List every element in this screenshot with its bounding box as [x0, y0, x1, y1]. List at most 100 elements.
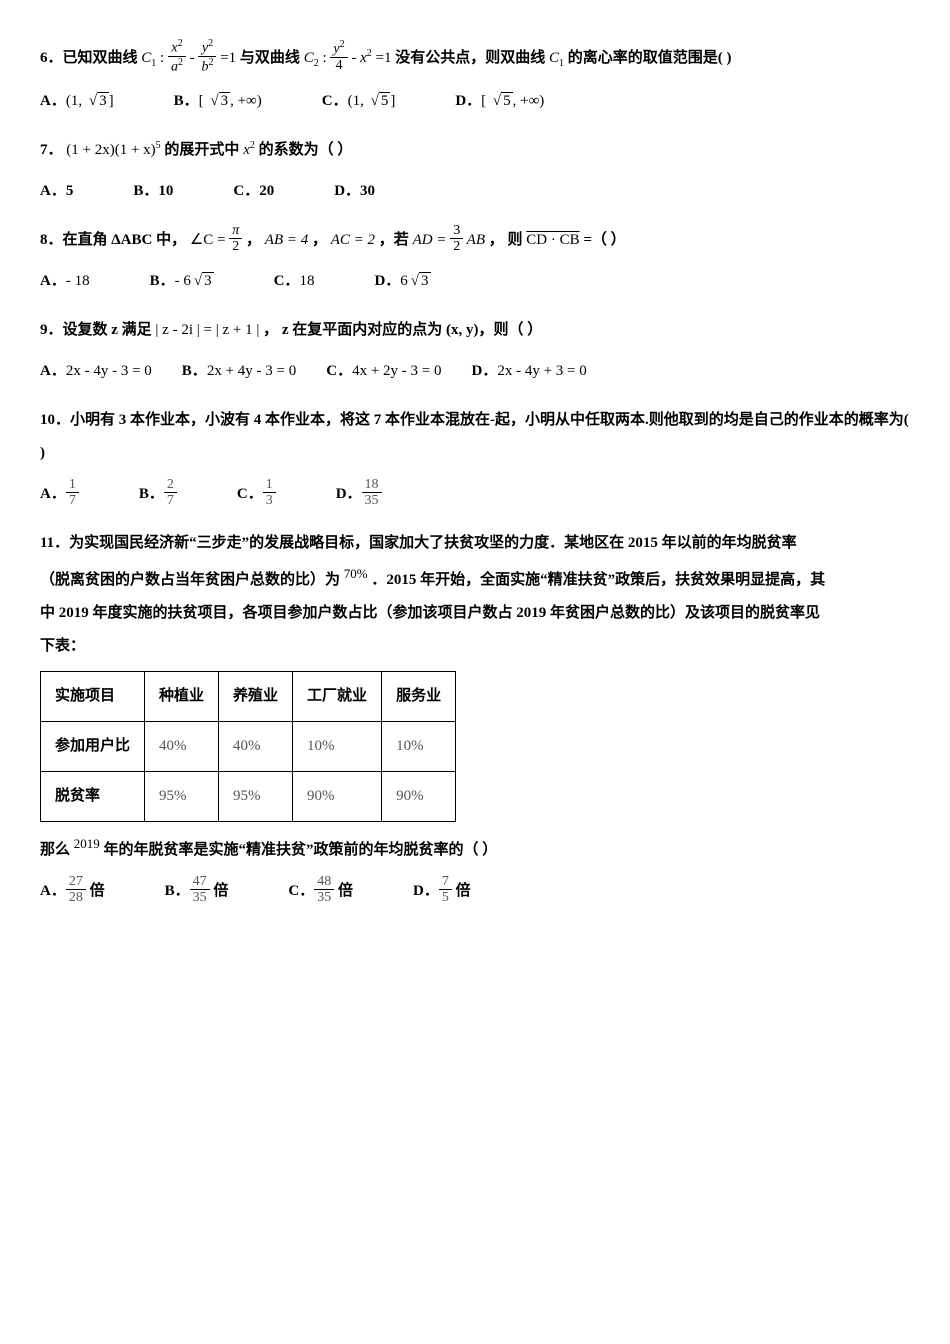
t: [ — [199, 93, 208, 109]
t: : — [156, 50, 168, 66]
t: (1, — [348, 93, 368, 109]
td: 40% — [145, 722, 219, 772]
t: 7． — [40, 142, 63, 158]
option-d: D．75 倍 — [413, 875, 471, 908]
l: A． — [40, 883, 66, 899]
t: 2 — [450, 239, 463, 254]
t: x — [243, 142, 250, 158]
t: 27 — [66, 874, 86, 890]
t: CD · CB — [526, 232, 579, 248]
t: =1 — [220, 50, 240, 66]
option-d: D．1835 — [336, 478, 382, 511]
t: π — [232, 223, 239, 238]
t: 与双曲线 — [240, 50, 300, 66]
t: 47 — [190, 874, 210, 890]
l: C． — [237, 486, 263, 502]
t: 5 — [439, 890, 452, 905]
t: ， — [246, 232, 265, 248]
t: 18 — [299, 273, 314, 289]
t: | z - 2i | — [155, 322, 199, 338]
option-c: C．4835 倍 — [288, 875, 353, 908]
question-8: 8．在直角 ΔABC 中， ∠C = π2 ， AB = 4 ， AC = 2 … — [40, 224, 910, 298]
q11-p4: 下表： — [40, 630, 910, 663]
t: 7 — [439, 874, 452, 890]
t: 3 — [263, 493, 276, 508]
l: B． — [182, 363, 207, 379]
l: D． — [336, 486, 362, 502]
t: 35 — [314, 890, 334, 905]
option-b: B．27 — [139, 478, 177, 511]
q11-p3: 中 2019 年度实施的扶贫项目，各项目参加户数占比（参加该项目户数占 2019… — [40, 597, 910, 630]
t: 2 — [250, 140, 255, 151]
t: 年的年脱贫率是实施“精准扶贫”政策前的年均脱贫率的（ ） — [104, 842, 498, 858]
l: D． — [374, 273, 400, 289]
t: ∠C = — [190, 232, 229, 248]
t: 倍 — [210, 883, 229, 899]
t: （脱离贫困的户数占当年贫困户总数的比）为 — [40, 572, 344, 588]
option-c: C．20 — [233, 175, 274, 208]
option-d: D．2x - 4y + 3 = 0 — [472, 355, 587, 388]
l: C． — [274, 273, 300, 289]
q8-options: A．- 18 B．- 63 C．18 D．63 — [40, 265, 910, 298]
q10-options: A．17 B．27 C．13 D．1835 — [40, 478, 910, 511]
t: C — [304, 50, 314, 66]
t: 2 — [178, 57, 183, 68]
l: D． — [472, 363, 498, 379]
t: 35 — [190, 890, 210, 905]
t: 2 — [367, 48, 372, 59]
q11-p1: 11．为实现国民经济新“三步走”的发展战略目标，国家加大了扶贫攻坚的力度．某地区… — [40, 527, 910, 560]
t: 8．在直角 ΔABC 中， — [40, 232, 186, 248]
td: 脱贫率 — [41, 772, 145, 822]
option-c: C．(1, 5] — [322, 85, 396, 118]
t: [ — [481, 93, 490, 109]
t: 没有公共点，则双曲线 — [395, 50, 545, 66]
t: C — [141, 50, 151, 66]
option-b: B．- 63 — [150, 265, 214, 298]
t: 1 — [66, 477, 79, 493]
l: D． — [455, 93, 481, 109]
t: ， 则 — [489, 232, 527, 248]
t: AB = 4 — [265, 232, 308, 248]
t: 3 — [97, 92, 109, 109]
t: 1 — [263, 477, 276, 493]
q11-p5: 那么 2019 年的年脱贫率是实施“精准扶贫”政策前的年均脱贫率的（ ） — [40, 830, 910, 867]
option-b: B．2x + 4y - 3 = 0 — [182, 355, 296, 388]
option-a: A．2x - 4y - 3 = 0 — [40, 355, 152, 388]
t: 3 — [202, 272, 214, 289]
t: (1 + 2x)(1 + x) — [66, 142, 155, 158]
l: A． — [40, 363, 66, 379]
t: 48 — [314, 874, 334, 890]
td: 95% — [145, 772, 219, 822]
t: 2 — [208, 57, 213, 68]
table-row: 脱贫率 95% 95% 90% 90% — [41, 772, 456, 822]
th: 养殖业 — [219, 672, 293, 722]
q6-stem: 6．已知双曲线 C1 : x2a2 - y2b2 =1 与双曲线 C2 : y2… — [40, 50, 732, 66]
q7-options: A．5 B．10 C．20 D．30 — [40, 175, 910, 208]
t: 5 — [156, 140, 161, 151]
t: 5 — [501, 92, 513, 109]
t: =（ ） — [583, 232, 625, 248]
q11-options: A．2728 倍 B．4735 倍 C．4835 倍 D．75 倍 — [40, 875, 910, 908]
l: C． — [322, 93, 348, 109]
option-b: B．[ 3, +∞) — [174, 85, 262, 118]
t: 70% — [344, 566, 368, 581]
t: 3 — [419, 272, 431, 289]
t: 2 — [208, 38, 213, 49]
td: 40% — [219, 722, 293, 772]
t: 6．已知双曲线 — [40, 50, 138, 66]
question-7: 7． (1 + 2x)(1 + x)5 的展开式中 x2 的系数为（ ） A．5… — [40, 134, 910, 208]
t: ，若 — [379, 232, 413, 248]
t: AC = 2 — [331, 232, 375, 248]
t: 3 — [450, 223, 463, 239]
l: A． — [40, 273, 66, 289]
l: D． — [413, 883, 439, 899]
t: 35 — [362, 493, 382, 508]
option-b: B．4735 倍 — [165, 875, 229, 908]
t: 的离心率的取值范围是( ) — [568, 50, 732, 66]
t: ， — [312, 232, 331, 248]
t: - 18 — [66, 273, 90, 289]
t: 2 — [164, 477, 177, 493]
t: 5 — [379, 92, 391, 109]
l: C． — [288, 883, 314, 899]
l: A． — [40, 93, 66, 109]
